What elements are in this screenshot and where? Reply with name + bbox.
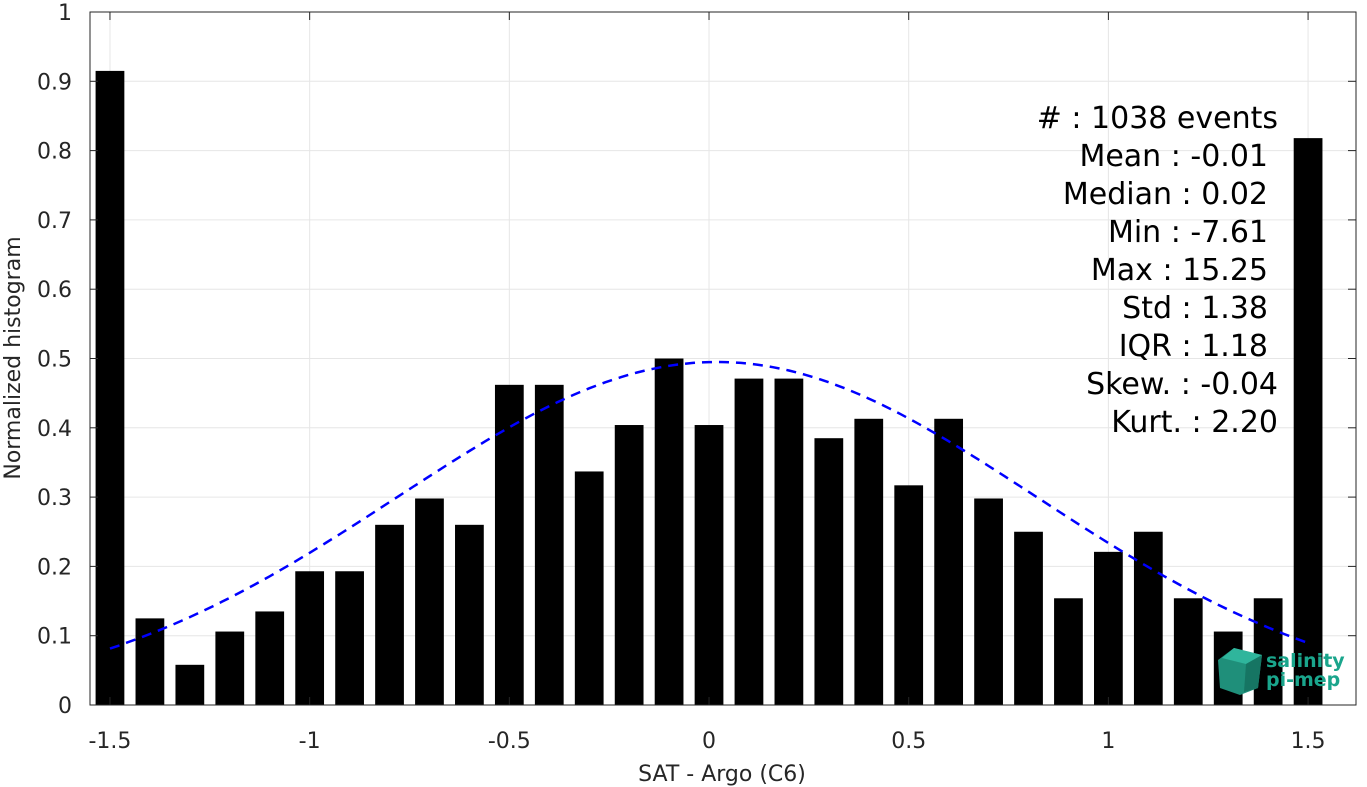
y-tick-label: 0.3	[37, 486, 72, 511]
y-axis-label: Normalized histogram	[1, 236, 26, 479]
y-tick-label: 0.4	[37, 417, 72, 442]
bars	[95, 70, 1323, 706]
logo-line2: pi-mep	[1266, 669, 1340, 691]
histogram-bar	[1054, 598, 1083, 705]
histogram-bar	[614, 425, 644, 705]
stats-line: Std : 1.38	[1122, 291, 1268, 326]
y-tick-label: 0.6	[37, 278, 72, 303]
histogram-bar	[894, 485, 924, 705]
histogram-bar	[494, 384, 524, 705]
salinity-pi-mep-logo: salinity pi-mep	[1218, 648, 1345, 695]
histogram-bar	[215, 631, 245, 705]
y-tick-label: 0.2	[37, 555, 72, 580]
histogram-bar	[95, 70, 125, 705]
histogram-bar	[654, 358, 684, 705]
fit-curve	[109, 360, 1309, 650]
y-tick-label: 0.8	[37, 140, 72, 165]
histogram-bar	[974, 498, 1003, 705]
x-tick-label: 0	[702, 729, 716, 754]
stats-line: Mean : -0.01	[1079, 139, 1268, 174]
histogram-bar	[1173, 598, 1203, 705]
histogram-bar	[1293, 138, 1323, 706]
stats-line: Max : 15.25	[1091, 253, 1268, 288]
histogram-bar	[175, 664, 205, 705]
histogram-bar	[1094, 551, 1123, 705]
x-axis-label: SAT - Argo (C6)	[638, 762, 806, 787]
y-tick-label: 0	[58, 694, 72, 719]
x-tick-label: 0.5	[891, 729, 926, 754]
histogram-bar	[295, 571, 325, 705]
stats-line: IQR : 1.18	[1119, 329, 1268, 364]
x-tick-label: -1	[299, 729, 321, 754]
histogram-bar	[694, 425, 724, 705]
stats-line: # : 1038 events	[1037, 101, 1278, 136]
histogram-bar	[455, 524, 484, 705]
stats-line: Median : 0.02	[1063, 177, 1268, 212]
gaussian-fit-line	[109, 360, 1309, 650]
y-tick-label: 1	[58, 1, 72, 26]
stats-line: Min : -7.61	[1108, 215, 1268, 250]
y-tick-label: 0.5	[37, 348, 72, 373]
y-tick-label: 0.7	[37, 209, 72, 234]
x-tick-label: -0.5	[488, 729, 531, 754]
histogram-bar	[1253, 598, 1283, 705]
histogram-bar	[814, 438, 844, 705]
histogram-bar	[1014, 531, 1043, 705]
y-tick-label: 0.9	[37, 70, 72, 95]
histogram-bar	[415, 498, 444, 705]
histogram-bar	[774, 378, 804, 705]
histogram-bar	[934, 418, 964, 705]
stats-line: Skew. : -0.04	[1086, 367, 1278, 402]
histogram-bar	[534, 384, 564, 705]
histogram-bar	[574, 471, 604, 705]
y-ticks: 0 0.1 0.2 0.3 0.4 0.5 0.6 0.7 0.8 0.9 1	[37, 1, 1356, 719]
x-tick-label: 1.5	[1291, 729, 1326, 754]
histogram-bar	[255, 611, 285, 705]
x-tick-label: 1	[1101, 729, 1115, 754]
histogram-bar	[375, 524, 404, 705]
stats-line: Kurt. : 2.20	[1111, 405, 1278, 440]
logo-cube-icon	[1218, 648, 1262, 695]
x-tick-label: -1.5	[88, 729, 131, 754]
y-tick-label: 0.1	[37, 625, 72, 650]
histogram-bar	[1133, 531, 1163, 705]
x-ticks: -1.5 -1 -0.5 0 0.5 1 1.5	[88, 12, 1326, 754]
histogram-bar	[335, 571, 364, 705]
histogram-bar	[135, 618, 165, 705]
histogram-bar	[734, 378, 764, 705]
histogram-bar	[854, 418, 884, 705]
logo-line1: salinity	[1266, 650, 1345, 672]
